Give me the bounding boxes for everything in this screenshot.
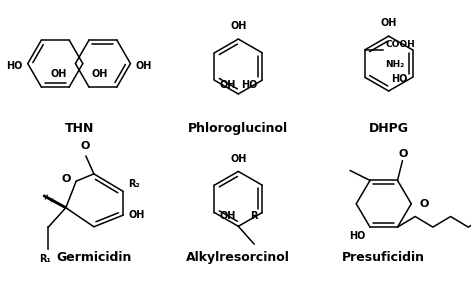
Text: OH: OH (230, 154, 246, 164)
Text: COOH: COOH (385, 40, 415, 49)
Text: HO: HO (241, 80, 257, 90)
Text: R₂: R₂ (128, 179, 140, 189)
Text: R₁: R₁ (39, 254, 51, 264)
Text: R: R (250, 210, 257, 221)
Text: O: O (62, 174, 71, 184)
Text: HO: HO (349, 231, 365, 241)
Text: OH: OH (219, 210, 236, 221)
Text: OH: OH (219, 80, 236, 90)
Text: Germicidin: Germicidin (56, 251, 131, 264)
Text: OH: OH (128, 210, 145, 220)
Text: O: O (419, 199, 428, 209)
Text: Presuficidin: Presuficidin (342, 251, 425, 264)
Text: HO: HO (391, 74, 408, 84)
Text: OH: OH (381, 18, 397, 28)
Text: Phloroglucinol: Phloroglucinol (188, 122, 288, 135)
Text: NH₂: NH₂ (385, 60, 405, 69)
Text: O: O (399, 149, 408, 159)
Text: OH: OH (230, 21, 246, 31)
Text: OH: OH (51, 70, 67, 80)
Text: Alkylresorcinol: Alkylresorcinol (186, 251, 290, 264)
Text: THN: THN (64, 122, 94, 135)
Text: OH: OH (136, 60, 152, 70)
Text: OH: OH (91, 70, 108, 80)
Text: DHPG: DHPG (369, 122, 409, 135)
Text: O: O (80, 141, 90, 151)
Text: HO: HO (7, 60, 23, 70)
